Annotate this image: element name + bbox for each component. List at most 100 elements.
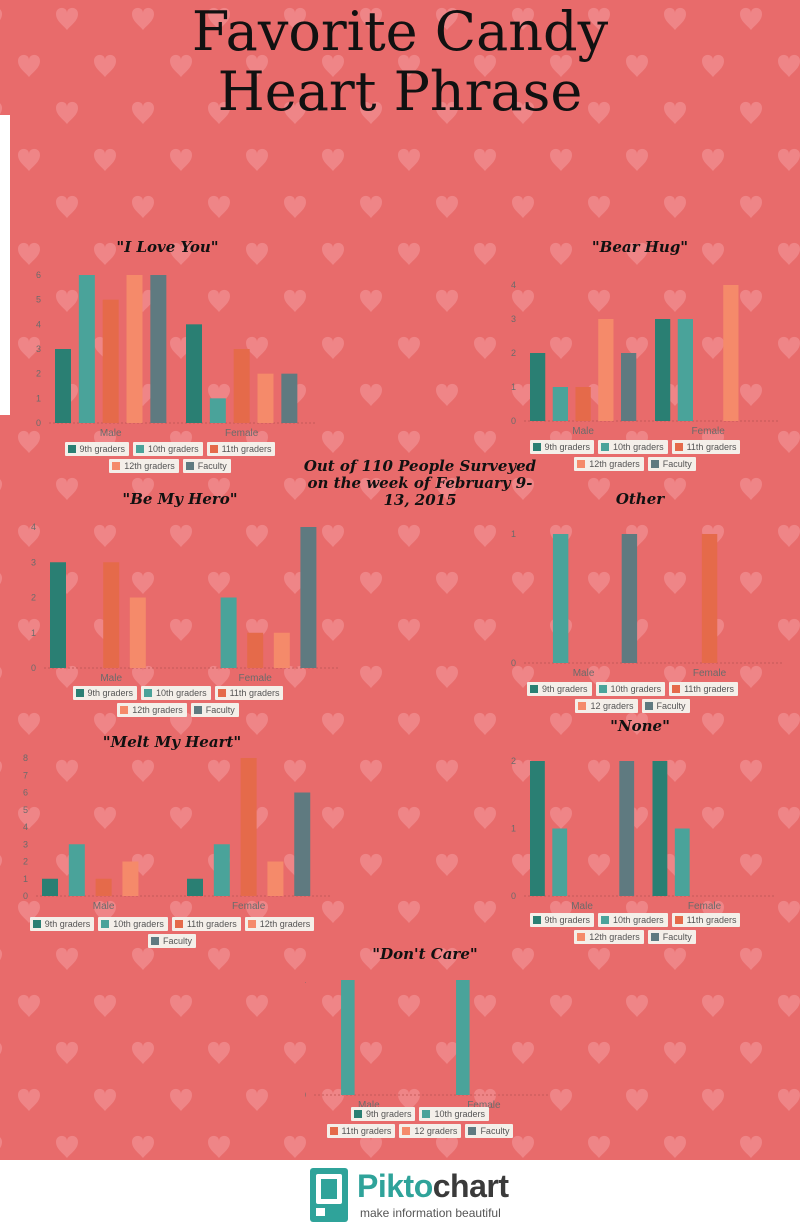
heart-icon [132,195,154,218]
bar [42,878,58,896]
heart-icon [246,618,268,641]
heart-icon [132,1041,154,1064]
heart-icon [664,101,686,124]
bar [456,980,470,1095]
legend-item: 9th graders [72,686,138,700]
heart-icon [778,900,800,923]
bar [530,761,545,896]
heart-icon [132,1135,154,1158]
heart-icon [512,665,534,688]
heart-icon [778,242,800,265]
legend-item: 11th graders [671,440,741,454]
legend-swatch [530,685,539,693]
heart-icon [778,524,800,547]
legend-swatch [468,1127,477,1135]
brand-wordmark: Piktochart [357,1168,509,1205]
heart-icon [474,148,496,171]
heart-icon [170,1088,192,1111]
heart-icon [18,994,40,1017]
legend-item: 11th graders [206,442,276,456]
heart-icon [474,994,496,1017]
legend-item: 10th graders [598,913,668,927]
x-tick-label: Female [688,901,722,912]
heart-icon [360,101,382,124]
heart-icon [208,571,230,594]
legend-item: 12th graders [574,930,644,944]
chart-title: "Be My Hero" [122,490,238,508]
heart-icon [322,900,344,923]
brand-suffix: chart [432,1168,509,1204]
heart-icon [474,712,496,735]
heart-icon [284,477,306,500]
y-tick-label: 2 [36,369,41,379]
heart-icon [626,54,648,77]
heart-icon [246,430,268,453]
heart-icon [588,853,610,876]
heart-icon [94,712,116,735]
legend-item: Faculty [641,699,690,713]
heart-icon [550,148,572,171]
heart-icon [18,336,40,359]
legend-label: Faculty [162,936,192,946]
chart-title: "Don't Care" [372,945,478,963]
heart-icon [474,1088,496,1111]
y-tick-label: 0 [511,658,516,668]
heart-icon [322,994,344,1017]
chart-legend: 9th graders 10th graders 11th graders 12th … [515,440,755,471]
legend-label: 11th graders [229,688,280,698]
heart-icon [702,900,724,923]
legend-label: 10th graders [613,915,664,925]
bar [267,861,284,896]
chart-panel: "Don't Care" 0 1 Male Female 9th graders 10th … [305,945,550,1147]
heart-icon [550,900,572,923]
x-tick-label: Male [100,428,122,439]
heart-icon [550,242,572,265]
heart-icon [664,1041,686,1064]
heart-icon [474,430,496,453]
legend-label: Faculty [662,932,692,942]
bar [341,980,355,1095]
heart-icon [94,900,116,923]
heart-icon [0,949,2,961]
heart-icon [512,759,534,782]
heart-icon [512,571,534,594]
heart-icon [436,101,458,124]
legend-label: Faculty [197,461,227,471]
heart-icon [246,1088,268,1111]
heart-icon [94,806,116,829]
heart-icon [398,336,420,359]
bar [530,353,546,421]
chart-panel: Other 0 1 Male Female 9th graders 10th graders… [505,490,782,722]
legend-swatch [120,706,129,714]
heart-icon [360,7,382,30]
heart-icon [18,242,40,265]
heart-icon [246,900,268,923]
bar-chart: 0 1 2 3 4 5 6 Male Female [36,270,317,439]
heart-icon [512,947,534,970]
chart-title: Other [615,490,665,508]
legend-label: 10th graders [148,444,199,454]
heart-icon [664,759,686,782]
heart-icon [740,759,762,782]
bar [55,349,71,423]
legend-label: Faculty [662,459,692,469]
heart-icon [322,148,344,171]
heart-icon [512,477,534,500]
heart-icon [512,1135,534,1158]
bar [257,373,274,423]
heart-icon [246,336,268,359]
bar [655,319,671,421]
heart-icon [208,7,230,30]
survey-subtitle: Out of 110 People Surveyed on the week o… [303,457,537,509]
left-edge-strip [0,115,10,415]
heart-icon [664,947,686,970]
heart-icon [550,336,572,359]
heart-icon [360,195,382,218]
heart-icon [740,7,762,30]
heart-icon [740,947,762,970]
bar-chart: 0 1 2 3 4 Male Female [31,522,338,684]
legend-item: 9th graders [529,913,595,927]
page-title: Favorite Candy Heart Phrase [0,2,800,122]
legend-swatch [75,689,84,697]
heart-icon [588,759,610,782]
